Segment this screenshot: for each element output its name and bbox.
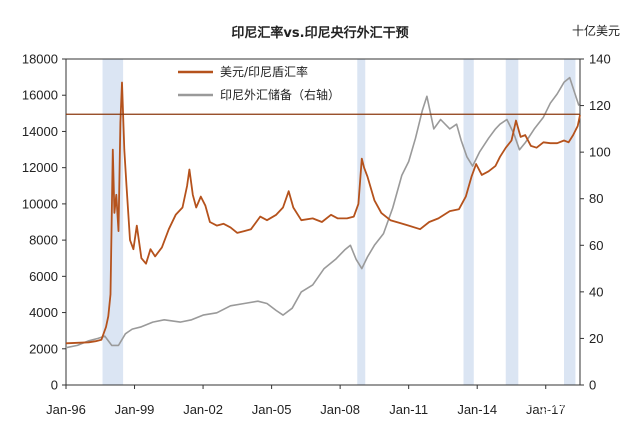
left-tick-label: 16000	[22, 88, 58, 103]
legend-label-exchange-rate: 美元/印尼盾汇率	[220, 64, 308, 79]
plot-area-frame	[65, 58, 581, 386]
right-tick-label: 20	[589, 331, 603, 346]
chart-title: 印尼汇率vs.印尼央行外汇干预	[231, 25, 408, 41]
right-axis-unit-label: 十亿美元	[572, 23, 620, 38]
watermark-text: 知乎 @秋水时至	[506, 398, 608, 415]
x-tick-label: Jan-05	[252, 402, 292, 417]
x-tick-label: Jan-14	[457, 402, 497, 417]
x-tick-label: Jan-17	[526, 402, 566, 417]
right-tick-label: 0	[589, 378, 596, 393]
legend: 美元/印尼盾汇率 印尼外汇储备（右轴）	[178, 64, 340, 102]
x-tick-label: Jan-96	[46, 402, 86, 417]
series-layer	[65, 76, 581, 349]
shaded-period-4	[564, 59, 576, 385]
x-tick-label: Jan-99	[115, 402, 155, 417]
left-tick-label: 8000	[29, 233, 58, 248]
shaded-period-3	[505, 59, 519, 385]
series-line-exchange-rate	[65, 81, 581, 345]
left-tick-label: 2000	[29, 341, 58, 356]
left-tick-label: 4000	[29, 305, 58, 320]
left-axis: 0 2000 4000 6000 8000 10000 12000 14000 16000 180…	[22, 52, 66, 393]
shaded-periods	[102, 59, 576, 385]
x-tick-label: Jan-02	[183, 402, 223, 417]
right-tick-label: 80	[589, 191, 603, 206]
x-tick-label: Jan-11	[389, 402, 428, 417]
left-tick-label: 10000	[22, 196, 58, 211]
left-tick-label: 18000	[22, 52, 58, 67]
right-axis: 0 20 40 60 80 100 120 140	[580, 52, 611, 393]
right-tick-label: 40	[589, 284, 603, 299]
x-axis: Jan-96 Jan-99 Jan-02 Jan-05 Jan-08 Jan-11 Jan-…	[46, 385, 566, 417]
right-tick-label: 60	[589, 238, 603, 253]
legend-label-reserves: 印尼外汇储备（右轴）	[220, 87, 340, 102]
shaded-period-2	[463, 59, 474, 385]
left-tick-label: 6000	[29, 269, 58, 284]
right-tick-label: 120	[589, 98, 611, 113]
left-tick-label: 0	[51, 378, 58, 393]
left-tick-label: 12000	[22, 160, 58, 175]
right-tick-label: 100	[589, 145, 611, 160]
series-line-reserves	[65, 76, 580, 349]
right-tick-label: 140	[589, 52, 611, 67]
shaded-period-1	[357, 59, 366, 385]
shaded-period-0	[102, 59, 124, 385]
left-tick-label: 14000	[22, 124, 58, 139]
x-tick-label: Jan-08	[320, 402, 360, 417]
